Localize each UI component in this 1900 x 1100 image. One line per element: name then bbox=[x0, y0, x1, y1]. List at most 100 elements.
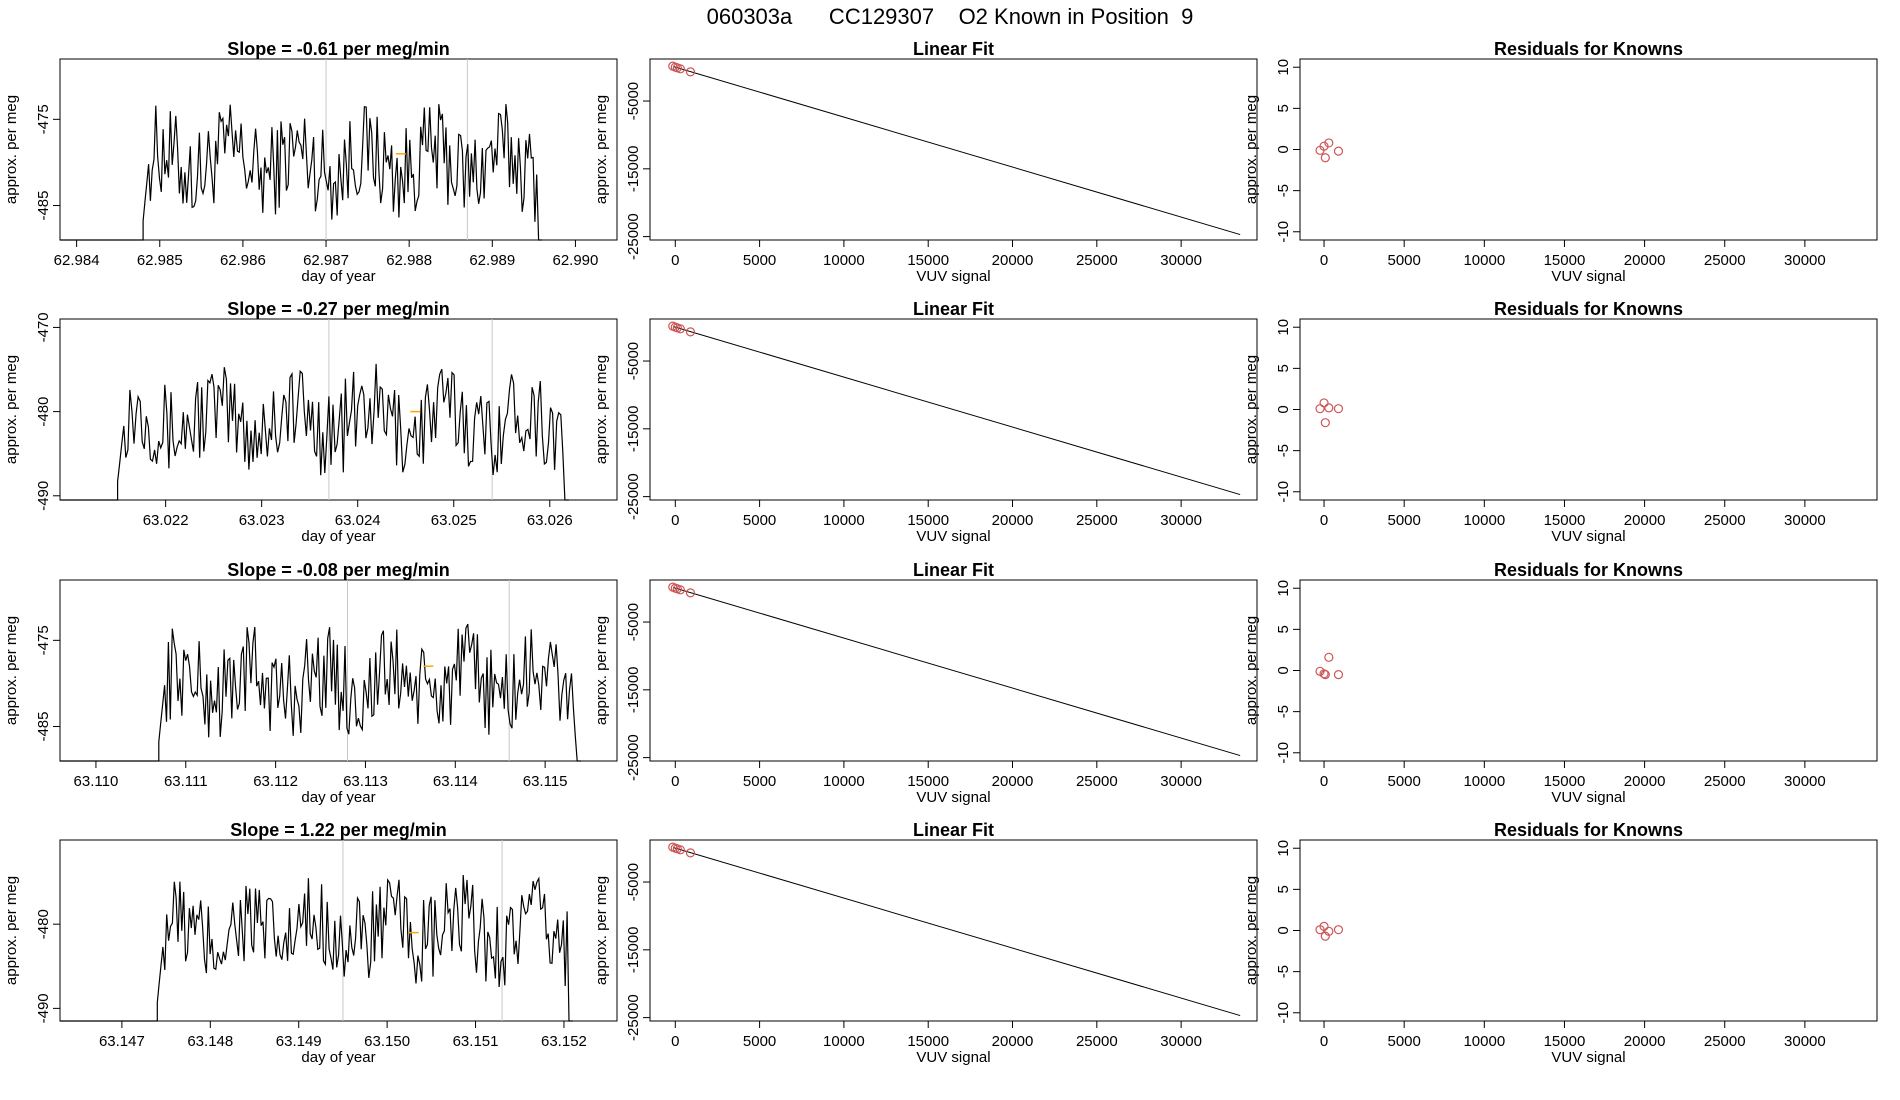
x-tick-label: 5000 bbox=[1387, 1033, 1420, 1050]
y-tick-label: -10 bbox=[1275, 221, 1292, 243]
data-point bbox=[1324, 652, 1334, 662]
y-tick-label: -15000 bbox=[625, 405, 642, 452]
x-tick-label: 63.148 bbox=[187, 1033, 233, 1050]
x-tick-label: 63.024 bbox=[335, 512, 381, 529]
chart-title: Slope = -0.61 per meg/min bbox=[227, 39, 450, 59]
x-axis-label: day of year bbox=[301, 528, 375, 545]
chart-title: Slope = -0.08 per meg/min bbox=[227, 560, 450, 580]
y-tick-label: 0 bbox=[1275, 666, 1292, 674]
x-tick-label: 5000 bbox=[1387, 252, 1420, 269]
plot-frame bbox=[1299, 58, 1878, 241]
x-tick-label: 62.985 bbox=[137, 252, 183, 269]
data-trace bbox=[60, 874, 573, 1022]
y-axis-label: approx. per meg bbox=[3, 95, 20, 204]
x-tick-label: 15000 bbox=[1544, 512, 1586, 529]
chart-title: Residuals for Knowns bbox=[1494, 299, 1683, 319]
y-tick-label: -5 bbox=[1275, 705, 1292, 718]
data-trace bbox=[60, 363, 569, 501]
x-tick-label: 63.111 bbox=[164, 773, 208, 790]
data-point bbox=[1319, 398, 1329, 408]
y-tick-label: -15000 bbox=[625, 145, 642, 192]
y-tick-label: -25000 bbox=[625, 994, 642, 1041]
y-tick-label: -5000 bbox=[625, 82, 642, 120]
data-trace bbox=[60, 104, 543, 241]
x-tick-label: 30000 bbox=[1784, 252, 1826, 269]
x-tick-label: 10000 bbox=[1463, 512, 1505, 529]
y-axis-label: approx. per meg bbox=[593, 876, 610, 985]
data-point bbox=[1319, 669, 1329, 679]
y-tick-label: 5 bbox=[1275, 364, 1292, 372]
y-tick-label: -5000 bbox=[625, 342, 642, 380]
x-tick-label: 5000 bbox=[743, 512, 776, 529]
x-tick-label: 62.986 bbox=[220, 252, 266, 269]
data-point bbox=[1324, 138, 1334, 148]
x-tick-label: 5000 bbox=[743, 252, 776, 269]
x-tick-label: 30000 bbox=[1784, 773, 1826, 790]
y-tick-label: -5 bbox=[1275, 444, 1292, 457]
x-tick-label: 30000 bbox=[1784, 512, 1826, 529]
x-axis-label: day of year bbox=[301, 268, 375, 285]
y-tick-label: 5 bbox=[1275, 104, 1292, 112]
data-point bbox=[675, 845, 685, 855]
x-tick-label: 20000 bbox=[1624, 773, 1666, 790]
chart-panel: Linear Fit 0 5000 10000 15000 20000 25000 30000… bbox=[593, 560, 1258, 806]
data-point bbox=[1320, 153, 1330, 163]
y-axis-label: approx. per meg bbox=[1243, 95, 1260, 204]
x-tick-label: 63.115 bbox=[523, 773, 568, 790]
y-tick-label: 0 bbox=[1275, 145, 1292, 153]
x-tick-label: 10000 bbox=[823, 1033, 865, 1050]
x-tick-label: 0 bbox=[671, 773, 679, 790]
x-axis-label: VUV signal bbox=[1551, 528, 1625, 545]
x-tick-label: 20000 bbox=[1624, 252, 1666, 269]
y-tick-label: 5 bbox=[1275, 885, 1292, 893]
y-tick-label: 10 bbox=[1275, 59, 1292, 76]
chart-panel: Slope = 1.22 per meg/min 63.147 63.148 63.1… bbox=[3, 820, 618, 1066]
data-trace bbox=[60, 623, 582, 762]
y-tick-label: -485 bbox=[35, 712, 52, 742]
x-tick-label: 10000 bbox=[823, 512, 865, 529]
x-tick-label: 63.147 bbox=[99, 1033, 145, 1050]
x-tick-label: 0 bbox=[671, 512, 679, 529]
chart-panel: Residuals for Knowns 0 5000 10000 15000 20000… bbox=[1243, 820, 1878, 1066]
chart-title: Linear Fit bbox=[913, 560, 994, 580]
x-tick-label: 15000 bbox=[1544, 773, 1586, 790]
fit-line bbox=[673, 66, 1241, 236]
x-tick-label: 63.022 bbox=[143, 512, 189, 529]
x-tick-label: 25000 bbox=[1704, 252, 1746, 269]
x-tick-label: 63.113 bbox=[343, 773, 388, 790]
x-tick-label: 0 bbox=[1320, 773, 1328, 790]
y-tick-label: -15000 bbox=[625, 926, 642, 973]
x-tick-label: 63.150 bbox=[364, 1033, 410, 1050]
x-tick-label: 20000 bbox=[992, 252, 1034, 269]
chart-panel: Linear Fit 0 5000 10000 15000 20000 25000 30000… bbox=[593, 299, 1258, 545]
x-tick-label: 25000 bbox=[1076, 1033, 1118, 1050]
data-point bbox=[685, 848, 696, 858]
x-tick-label: 5000 bbox=[1387, 512, 1420, 529]
x-tick-label: 0 bbox=[671, 252, 679, 269]
x-tick-label: 63.026 bbox=[527, 512, 573, 529]
x-tick-label: 63.025 bbox=[431, 512, 477, 529]
x-tick-label: 20000 bbox=[992, 1033, 1034, 1050]
y-tick-label: -490 bbox=[35, 993, 52, 1023]
y-tick-label: -25000 bbox=[625, 473, 642, 520]
x-tick-label: 25000 bbox=[1076, 512, 1118, 529]
x-tick-label: 63.110 bbox=[74, 773, 119, 790]
plot-frame bbox=[59, 318, 618, 501]
y-tick-label: -485 bbox=[35, 191, 52, 221]
data-point bbox=[1333, 146, 1344, 156]
x-tick-label: 15000 bbox=[1544, 1033, 1586, 1050]
x-axis-label: VUV signal bbox=[916, 789, 990, 806]
x-axis-label: VUV signal bbox=[916, 1049, 990, 1066]
chart-panel: Residuals for Knowns 0 5000 10000 15000 20000… bbox=[1243, 560, 1878, 806]
y-axis-label: approx. per meg bbox=[593, 95, 610, 204]
x-tick-label: 25000 bbox=[1704, 1033, 1746, 1050]
x-tick-label: 63.152 bbox=[541, 1033, 587, 1050]
x-tick-label: 25000 bbox=[1076, 252, 1118, 269]
data-point bbox=[1333, 925, 1344, 935]
x-tick-label: 0 bbox=[1320, 252, 1328, 269]
x-axis-label: VUV signal bbox=[1551, 1049, 1625, 1066]
y-tick-label: -25000 bbox=[625, 213, 642, 260]
y-tick-label: -5 bbox=[1275, 965, 1292, 978]
data-point bbox=[1333, 670, 1344, 680]
x-tick-label: 10000 bbox=[1463, 773, 1505, 790]
